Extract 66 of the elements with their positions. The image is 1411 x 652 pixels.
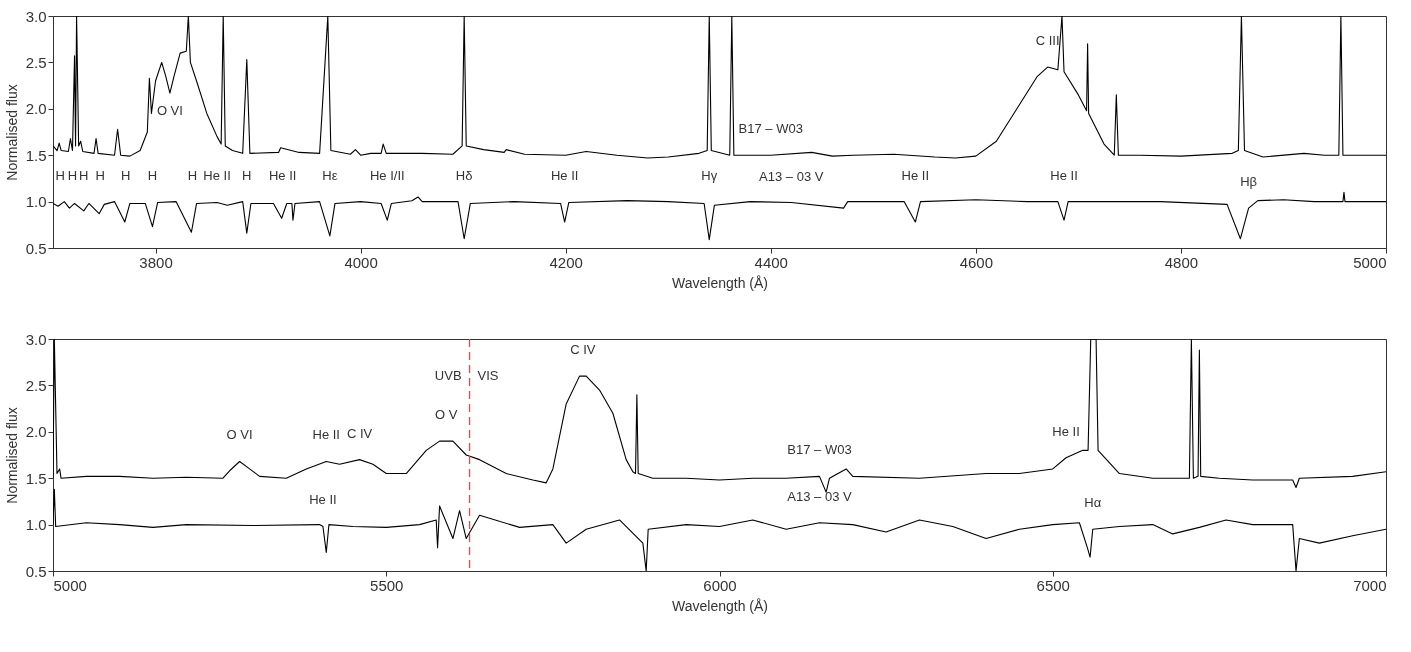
y-tick-label: 1.5 [25,146,47,164]
y-axis-title: Normalised flux [3,84,20,181]
annotation: O VI [226,427,253,443]
annotation: O VI [156,103,183,119]
y-tick-label: 3.0 [25,330,47,348]
y-tick-label: 2.0 [25,423,47,441]
annotation: He II [268,167,297,183]
x-tick-label: 3800 [139,253,173,271]
x-tick-label: 5500 [370,576,404,594]
line-series [53,339,1386,493]
annotation: O V [435,407,458,423]
annotation: He II [203,167,231,183]
annotation: He II [1050,167,1078,183]
line-series [53,488,1386,571]
x-tick-label: 4600 [959,253,994,271]
annotation: Hα [1084,495,1102,511]
y-tick-label: 1.5 [25,469,47,487]
annotation: He II [309,492,337,508]
annotation: VIS [477,368,499,384]
annotation: H [79,167,89,183]
annotation: Hδ [455,167,473,183]
y-tick-label: 0.5 [25,239,47,257]
x-axis-title: Wavelength (Å) [672,274,768,291]
y-tick-label: 2.5 [25,53,47,71]
annotation: He II [550,167,579,183]
annotation: He I/II [369,167,405,183]
y-tick-label: 0.5 [25,562,47,580]
annotation: UVB [434,368,462,384]
x-tick-label: 5000 [1353,253,1387,271]
annotation: He II [312,427,340,443]
y-tick-label: 3.0 [25,7,47,25]
annotation: H [242,167,252,183]
annotation: C IV [570,342,596,358]
annotation: Hε [322,167,338,183]
y-tick-label: 1.0 [25,193,47,211]
annotation: H [187,167,198,183]
line-series [53,191,1386,241]
annotation: H [121,167,131,183]
annotation: B17 – W03 [738,121,803,137]
y-tick-label: 1.0 [25,516,47,534]
annotation: B17 – W03 [787,442,852,458]
annotation: He II [1052,423,1080,439]
annotation: H [55,167,65,183]
y-tick-label: 2.0 [25,100,47,118]
line-series [53,16,1386,159]
y-axis-title: Normalised flux [3,407,20,504]
annotation: He II [901,167,930,183]
x-tick-label: 6500 [1036,576,1070,594]
annotation: H [147,167,158,183]
x-tick-label: 4200 [549,253,583,271]
x-axis-title: Wavelength (Å) [672,597,768,614]
x-tick-label: 6000 [703,576,737,594]
annotation: A13 – 03 V [759,168,824,184]
annotation: H [95,167,105,183]
x-tick-label: 7000 [1353,576,1387,594]
annotation: Hγ [701,167,718,183]
x-tick-label: 4800 [1164,253,1199,271]
annotation: C III [1035,33,1060,49]
x-tick-label: 4000 [344,253,378,271]
y-tick-label: 2.5 [25,376,47,394]
annotation: H [67,167,78,183]
x-tick-label: 4400 [754,253,788,271]
x-tick-label: 5000 [53,576,87,594]
annotation: A13 – 03 V [787,488,852,504]
annotation: C IV [346,425,373,441]
annotation: Hβ [1240,174,1258,190]
